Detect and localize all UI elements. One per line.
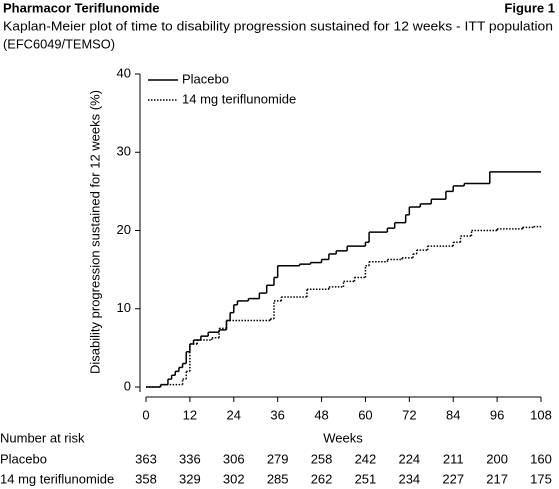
chart-title: Kaplan-Meier plot of time to disability … — [3, 18, 553, 33]
risk-value: 234 — [398, 471, 420, 486]
x-tick-label: 0 — [142, 407, 149, 422]
x-axis-label: Weeks — [323, 430, 363, 445]
x-tick-label: 84 — [446, 407, 460, 422]
y-tick-label: 20 — [117, 222, 131, 237]
risk-value: 358 — [135, 471, 157, 486]
risk-value: 336 — [179, 451, 201, 466]
risk-value: 224 — [398, 451, 420, 466]
x-tick-label: 36 — [270, 407, 284, 422]
x-tick-label: 48 — [314, 407, 328, 422]
risk-value: 251 — [355, 471, 377, 486]
y-tick-label: 30 — [117, 144, 131, 159]
y-tick-label: 40 — [117, 65, 131, 80]
risk-row-label: Placebo — [0, 451, 47, 466]
x-tick-label: 12 — [183, 407, 197, 422]
y-axis-label: Disability progression sustained for 12 … — [87, 90, 102, 374]
risk-value: 302 — [223, 471, 245, 486]
risk-value: 160 — [530, 451, 552, 466]
x-tick-label: 108 — [530, 407, 552, 422]
y-tick-label: 10 — [117, 300, 131, 315]
header-right: Figure 1 — [504, 0, 555, 15]
risk-value: 279 — [267, 451, 289, 466]
risk-value: 175 — [530, 471, 552, 486]
risk-value: 285 — [267, 471, 289, 486]
risk-value: 211 — [443, 451, 464, 466]
risk-value: 306 — [223, 451, 245, 466]
x-tick-label: 60 — [358, 407, 372, 422]
chart-title: (EFC6049/TEMSO) — [3, 36, 115, 51]
x-tick-label: 24 — [227, 407, 241, 422]
risk-value: 217 — [486, 471, 508, 486]
risk-title: Number at risk — [0, 430, 85, 445]
risk-value: 258 — [311, 451, 333, 466]
risk-value: 329 — [179, 471, 201, 486]
legend-label: Placebo — [182, 71, 229, 86]
header-left: Pharmacor Teriflunomide — [3, 0, 160, 15]
x-tick-label: 96 — [490, 407, 504, 422]
risk-value: 227 — [442, 471, 464, 486]
x-tick-label: 72 — [402, 407, 416, 422]
y-tick-label: 0 — [124, 378, 131, 393]
risk-value: 200 — [486, 451, 508, 466]
legend-label: 14 mg teriflunomide — [182, 91, 296, 106]
risk-value: 363 — [135, 451, 157, 466]
risk-value: 242 — [355, 451, 377, 466]
risk-row-label: 14 mg teriflunomide — [0, 471, 114, 486]
risk-value: 262 — [311, 471, 333, 486]
